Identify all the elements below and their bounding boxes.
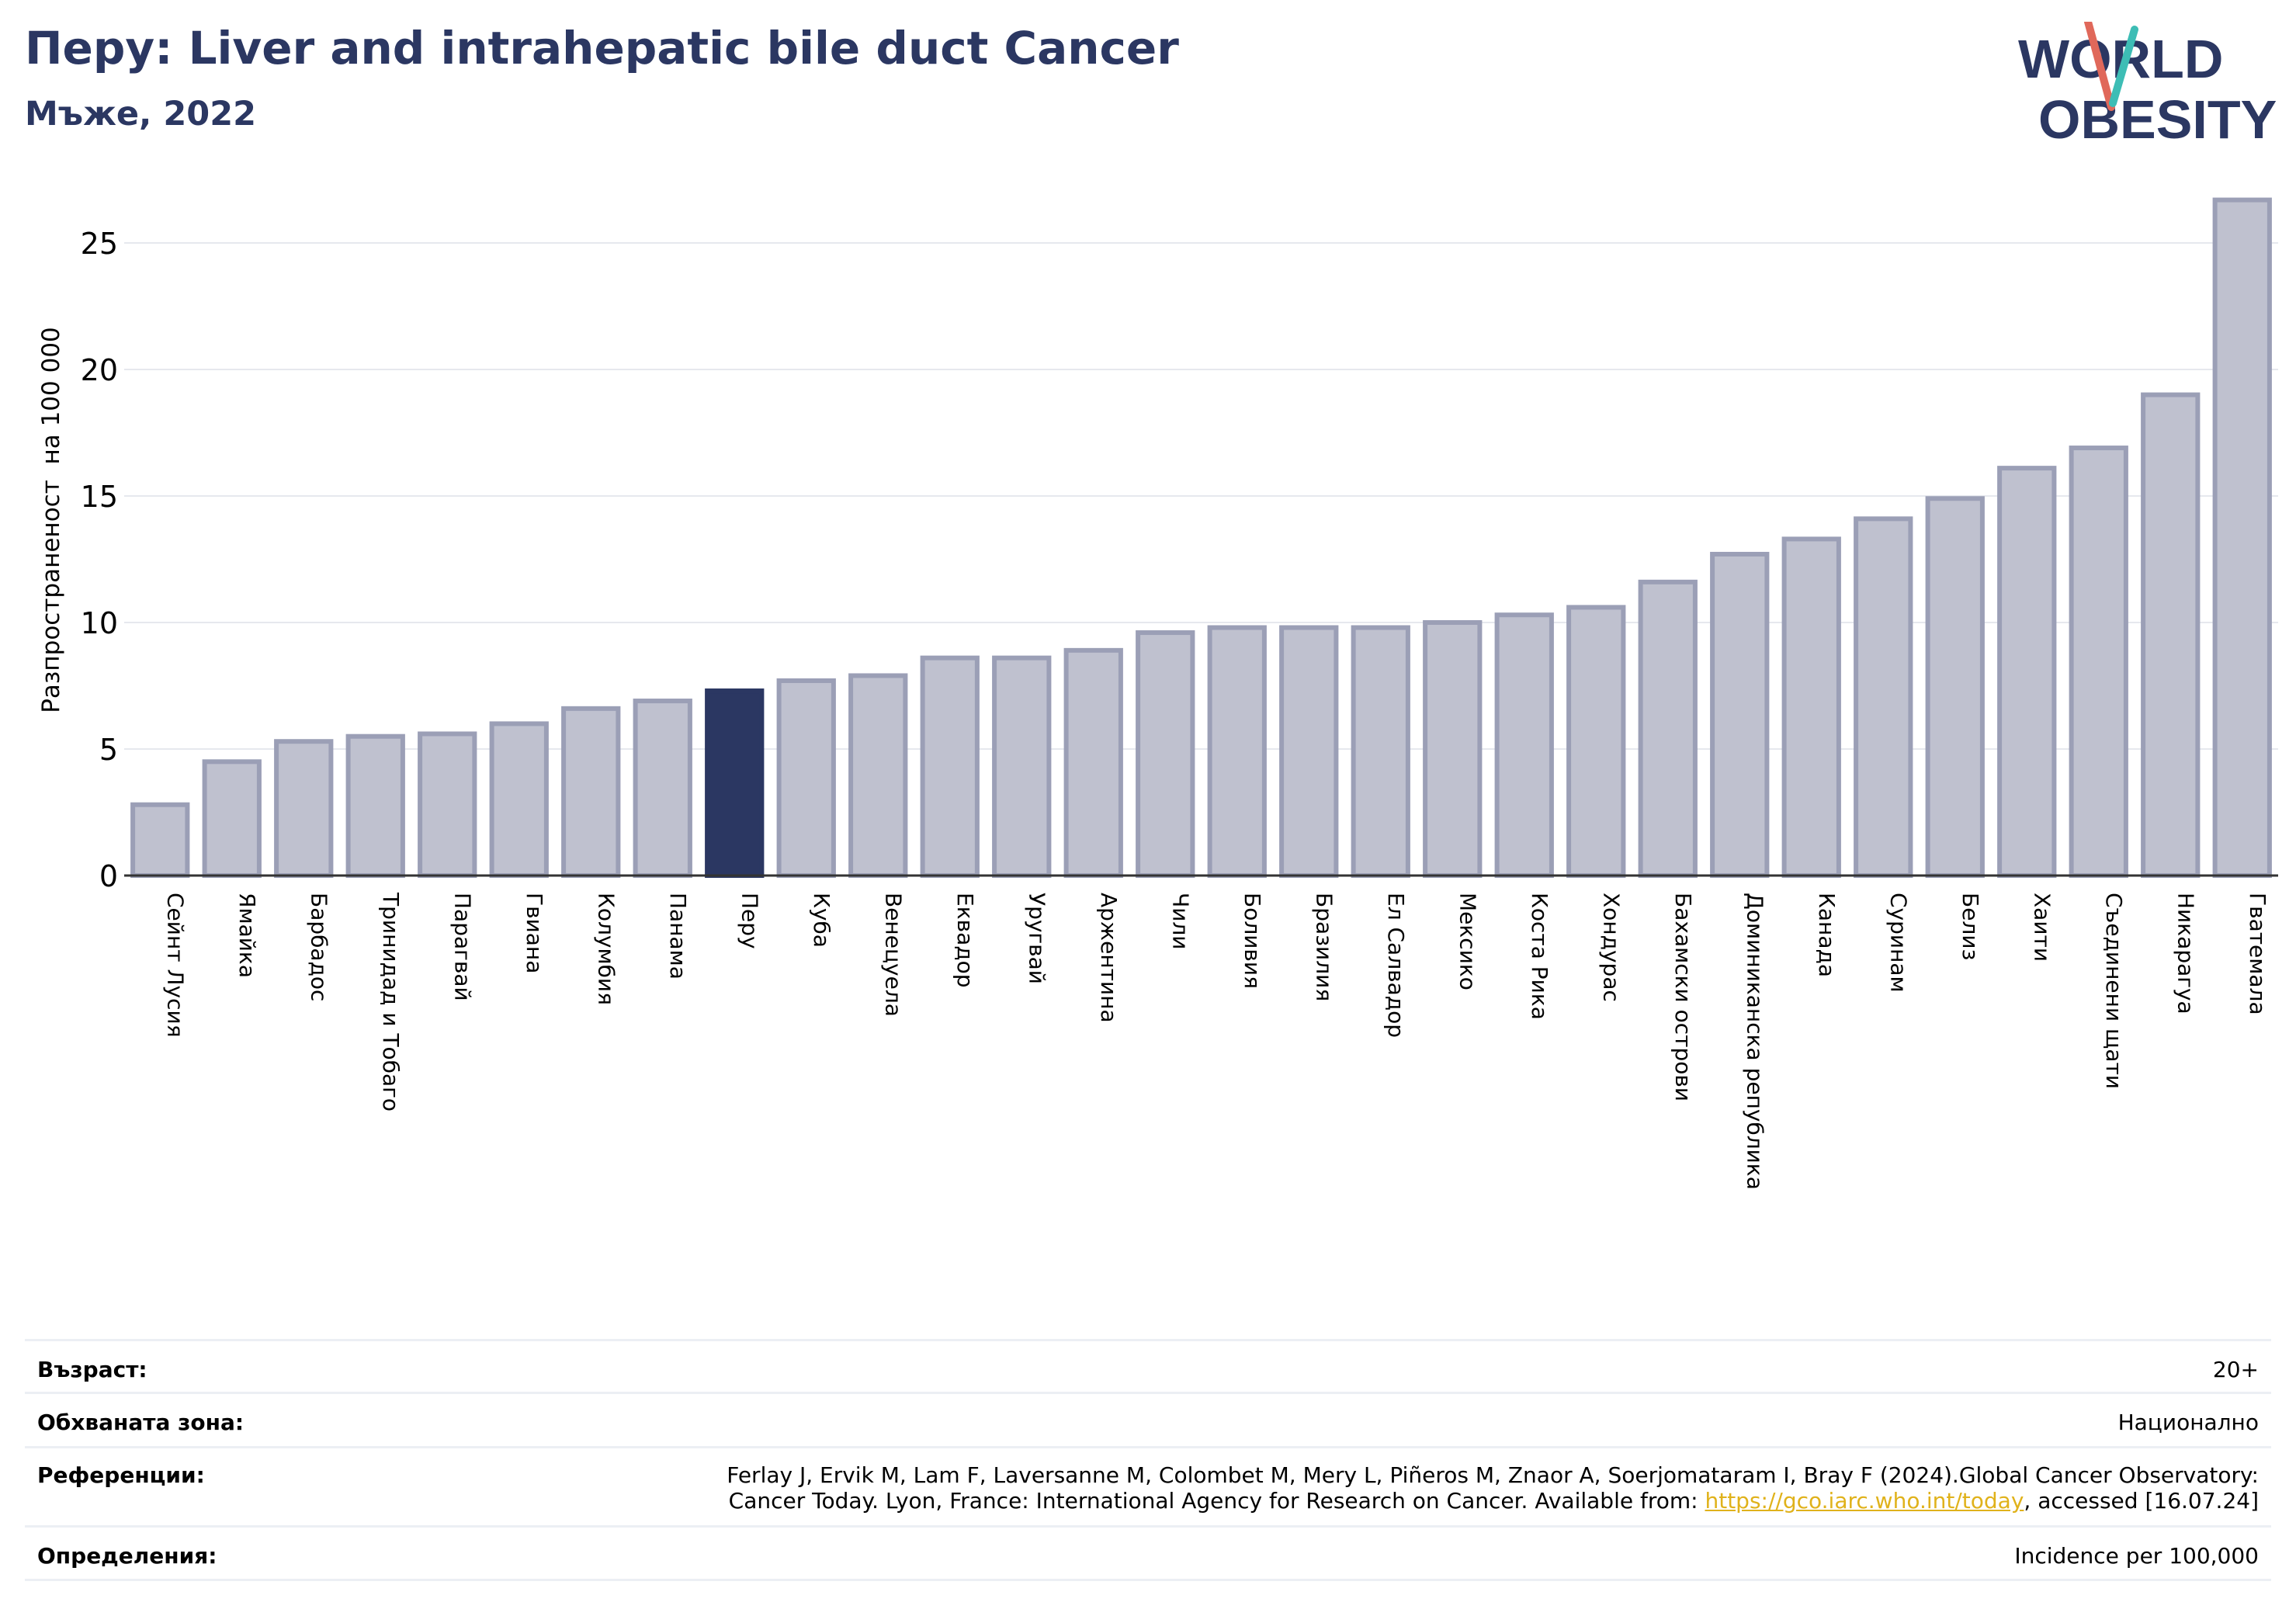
gridlines [124,242,2278,750]
chart-subtitle: Мъже, 2022 [25,95,257,134]
x-tick-label: Гватемала [2245,893,2270,1015]
info-table: Възраст: 20+ Обхваната зона: Национално … [25,1339,2271,1581]
svg-text:OBESITY: OBESITY [2038,89,2277,150]
y-tick-label: 20 [81,353,118,387]
bar [1279,625,1339,879]
definitions-value: Incidence per 100,000 [2014,1543,2259,1569]
bar [2141,392,2201,879]
bar [418,731,477,878]
bar [1351,625,1410,879]
y-tick-label: 25 [81,227,118,261]
age-value: 20+ [2212,1357,2259,1382]
bars [130,197,2272,879]
info-row-definitions: Определения: Incidence per 100,000 [25,1525,2271,1581]
x-tick-label: Ямайка [234,893,260,978]
x-tick-label: Ел Салвадор [1383,893,1409,1038]
bar [1710,551,1770,878]
bar [1781,536,1841,878]
bar [1566,605,1626,878]
y-tick-label: 10 [81,606,118,640]
x-tick-label: Куба [809,893,834,948]
y-tick-label: 15 [81,480,118,514]
info-row-age: Възраст: 20+ [25,1339,2271,1392]
bar [1423,620,1483,878]
bar-chart: 0 5 10 15 20 25 Сейнт Лусия Ямайка Барбадос Трин… [37,197,2278,1190]
bar [1638,579,1698,879]
x-tick-label: Бразилия [1311,893,1337,1001]
bar [561,706,621,879]
bar [776,678,836,878]
x-tick-label: Хондурас [1598,893,1624,1002]
bar [130,802,190,878]
x-tick-label: Мексико [1455,893,1480,990]
chart-title: Перу: Liver and intrahepatic bile duct C… [25,22,1179,75]
x-tick-label: Суринам [1885,893,1911,993]
definitions-label: Определения: [37,1543,217,1569]
area-label: Обхваната зона: [37,1410,245,1435]
x-tick-label: Барбадос [306,893,331,1001]
y-axis-ticks: 0 5 10 15 20 25 [81,227,118,893]
x-tick-label: Белиз [1958,893,1983,960]
bar [1063,647,1123,878]
world-obesity-logo: WORLD OBESITY [2018,22,2277,150]
bar [1854,516,1913,879]
y-tick-label: 5 [99,733,118,767]
area-value: Национално [2117,1410,2259,1435]
x-tick-label: Венецуела [880,893,906,1017]
x-tick-label: Колумбия [593,893,619,1005]
x-tick-label: Хаити [2029,893,2055,962]
bar [1997,466,2057,878]
x-tick-label: Панама [665,893,691,980]
y-tick-label: 0 [99,859,118,893]
x-tick-label: Уругвай [1024,893,1049,984]
bar [1136,630,1195,878]
bar [920,655,980,878]
bar [2212,197,2272,878]
reference-link[interactable]: https://gco.iarc.who.int/today [1705,1488,2024,1514]
x-tick-label: Коста Рика [1527,893,1552,1020]
bar [1494,612,1554,878]
x-tick-label: Никарагуа [2173,893,2198,1014]
x-tick-label: Аржентина [1096,893,1122,1023]
y-axis-label: Разпространеност на 100 000 [37,327,65,713]
age-label: Възраст: [37,1357,147,1382]
bar [2069,446,2128,878]
bar [848,673,908,879]
x-tick-label: Боливия [1240,893,1265,989]
bar [633,699,692,878]
x-tick-label: Доминиканска република [1742,893,1767,1190]
bar [345,733,405,879]
info-row-area: Обхваната зона: Национално [25,1392,2271,1446]
references-value: Ferlay J, Ervik M, Lam F, Laversanne M, … [727,1462,2259,1514]
x-tick-label: Сейнт Лусия [162,893,188,1038]
bar [992,655,1052,878]
x-tick-label: Бахамски острови [1670,893,1696,1101]
x-tick-label: Гвиана [522,893,547,973]
bar [489,721,549,879]
info-row-references: Референции: Ferlay J, Ervik M, Lam F, La… [25,1446,2271,1525]
x-tick-label: Чили [1167,893,1193,950]
x-tick-label: Еквадор [952,893,978,988]
bar [202,759,262,878]
bar [1925,496,1985,878]
bar [705,688,765,879]
x-tick-label: Парагвай [449,893,475,1001]
x-tick-label: Съединени щати [2101,893,2127,1089]
x-tick-label: Тринидад и Тобаго [378,892,404,1111]
bar [1207,625,1267,879]
bar [274,739,334,878]
x-tick-label: Перу [737,893,762,949]
x-tick-label: Канада [1814,893,1840,977]
x-axis-ticks: Сейнт Лусия Ямайка Барбадос Тринидад и Тоба… [162,892,2270,1190]
references-label: Референции: [37,1462,205,1488]
